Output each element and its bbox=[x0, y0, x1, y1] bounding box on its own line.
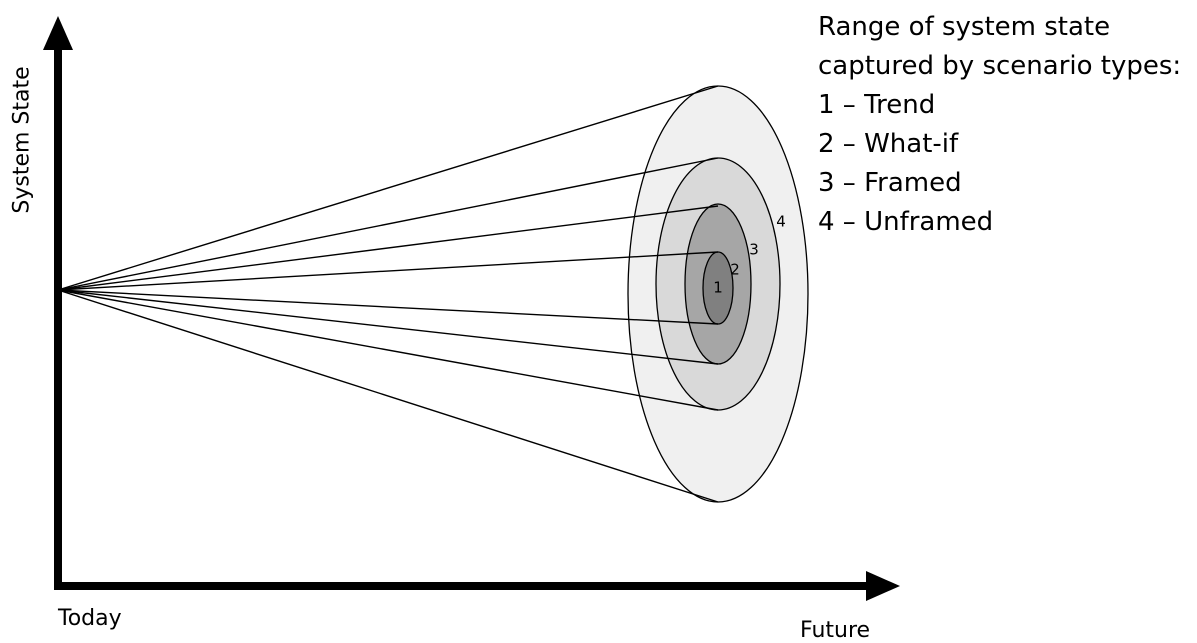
x-axis-start-label: Today bbox=[58, 606, 122, 631]
ring-number-4: 4 bbox=[776, 213, 786, 231]
legend-entry-unframed: 4 – Unframed bbox=[818, 207, 994, 237]
legend-entry-framed: 3 – Framed bbox=[818, 168, 962, 198]
cone-line-ring1-bottom bbox=[57, 289, 719, 325]
cone-line-ring3-top bbox=[57, 157, 719, 291]
y-axis-label: System State bbox=[9, 66, 35, 214]
cone-line-ring2-bottom bbox=[57, 289, 719, 365]
cone-line-ring3-bottom bbox=[57, 289, 719, 411]
cone-line-ring2-top bbox=[57, 205, 719, 291]
ring-number-3: 3 bbox=[749, 241, 759, 259]
cone-line-ring1-top bbox=[57, 251, 719, 291]
x-axis-arrowhead bbox=[866, 571, 900, 601]
ring-number-1: 1 bbox=[713, 279, 723, 297]
legend-entry-what-if: 2 – What-if bbox=[818, 129, 959, 159]
cone-lines bbox=[57, 85, 719, 503]
cone-line-outer-bottom bbox=[57, 289, 719, 503]
scenario-rings bbox=[627, 85, 809, 503]
x-axis-end-label: Future bbox=[800, 618, 871, 643]
legend-title-line-2: captured by scenario types: bbox=[818, 51, 1182, 81]
cone-line-outer-top bbox=[57, 85, 719, 291]
ring-numbers: 1 2 3 4 bbox=[713, 213, 786, 297]
axes bbox=[43, 16, 900, 601]
legend: Range of system state captured by scenar… bbox=[818, 8, 1181, 242]
ring-number-2: 2 bbox=[730, 261, 740, 279]
legend-title-line-1: Range of system state bbox=[818, 12, 1111, 42]
legend-entry-trend: 1 – Trend bbox=[818, 90, 936, 120]
y-axis-arrowhead bbox=[43, 16, 73, 50]
